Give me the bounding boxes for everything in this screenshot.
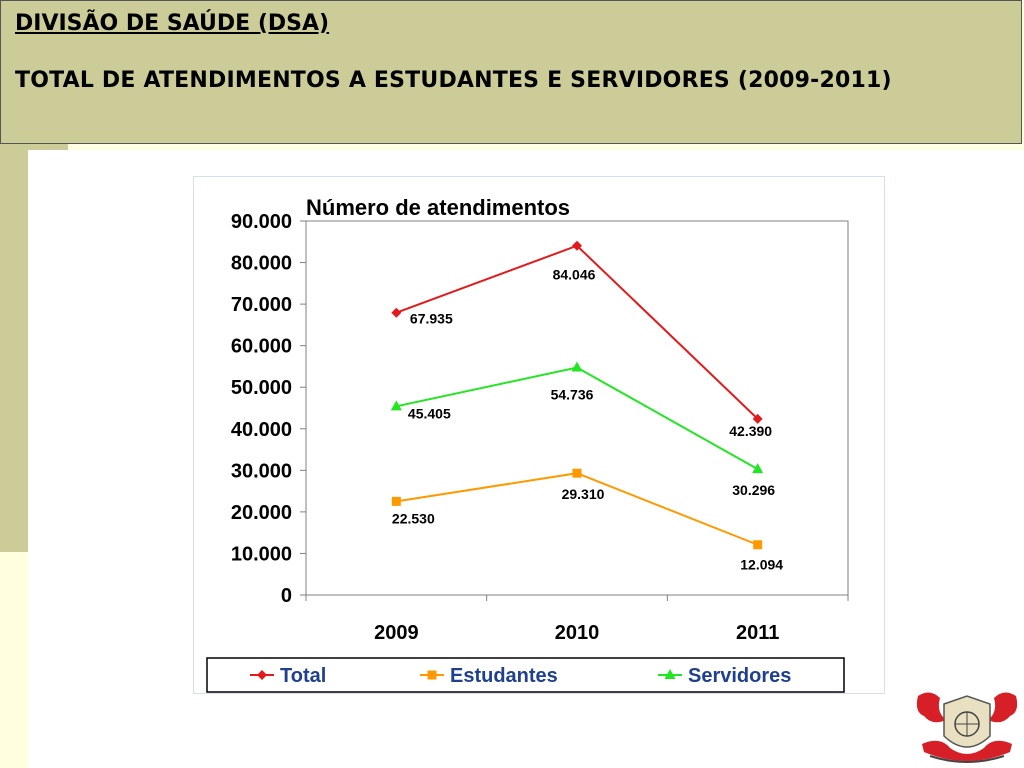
- data-label: 67.935: [410, 311, 453, 327]
- y-tick-label: 50.000: [231, 377, 292, 399]
- data-label: 54.736: [551, 387, 594, 403]
- legend-item: Servidores: [658, 665, 791, 687]
- data-label: 30.296: [732, 482, 775, 498]
- marker-square: [753, 540, 763, 550]
- data-label: 12.094: [740, 557, 783, 573]
- legend-label: Servidores: [688, 665, 791, 687]
- slide-subtitle: TOTAL DE ATENDIMENTOS A ESTUDANTES E SER…: [15, 68, 892, 93]
- chart-frame: Número de atendimentos 0 10.000 20.000 30.0…: [193, 176, 885, 694]
- series-estudantes: 22.530 29.310 12.094: [391, 468, 783, 573]
- slide-title: DIVISÃO DE SAÚDE (DSA): [15, 11, 330, 36]
- y-tick-label: 0: [281, 585, 292, 607]
- marker-diamond: [391, 307, 402, 318]
- y-tick-label: 40.000: [231, 419, 292, 441]
- y-tick-label: 30.000: [231, 460, 292, 482]
- left-accent-bar: [0, 140, 28, 552]
- chart-title: Número de atendimentos: [306, 195, 570, 220]
- marker-square: [572, 468, 582, 478]
- y-tick-label: 60.000: [231, 336, 292, 358]
- left-accent-bar-top: [28, 140, 68, 150]
- legend-item: Estudantes: [420, 665, 558, 687]
- legend-item: Total: [250, 665, 326, 687]
- crest-logo: [916, 692, 1018, 763]
- legend-box: [206, 657, 845, 693]
- legend-label: Total: [280, 665, 326, 687]
- marker-square: [391, 496, 401, 506]
- data-label: 29.310: [562, 486, 605, 502]
- marker-diamond: [257, 670, 267, 680]
- marker-diamond: [572, 240, 582, 251]
- y-tick-label: 70.000: [231, 294, 292, 316]
- series-total: 67.935 84.046 42.390: [391, 240, 772, 439]
- marker-diamond: [752, 413, 763, 424]
- x-tick-label: 2010: [555, 622, 600, 644]
- marker-square: [427, 670, 437, 680]
- y-tick-label: 10.000: [231, 543, 292, 565]
- chart-legend: Total Estudantes Servidores: [206, 657, 845, 693]
- marker-triangle: [571, 361, 583, 372]
- y-tick-label: 80.000: [231, 253, 292, 275]
- marker-triangle: [390, 400, 402, 411]
- y-tick-label: 90.000: [231, 211, 292, 233]
- x-tick-label: 2009: [374, 622, 419, 644]
- data-label: 45.405: [408, 405, 451, 421]
- data-label: 42.390: [729, 423, 772, 439]
- marker-triangle: [664, 669, 676, 679]
- x-tick-label: 2011: [736, 622, 779, 644]
- data-label: 22.530: [392, 510, 435, 526]
- legend-label: Estudantes: [450, 665, 558, 687]
- y-tick-label: 20.000: [231, 502, 292, 524]
- data-label: 84.046: [553, 267, 596, 283]
- marker-triangle: [752, 463, 764, 474]
- slide-header: DIVISÃO DE SAÚDE (DSA) TOTAL DE ATENDIME…: [0, 0, 1022, 144]
- line-chart: Número de atendimentos 0 10.000 20.000 30.0…: [206, 195, 849, 693]
- series-servidores: 45.405 54.736 30.296: [390, 361, 775, 498]
- plot-area: 0 10.000 20.000 30.000 40.000 50.000 60.000 70.…: [231, 211, 849, 644]
